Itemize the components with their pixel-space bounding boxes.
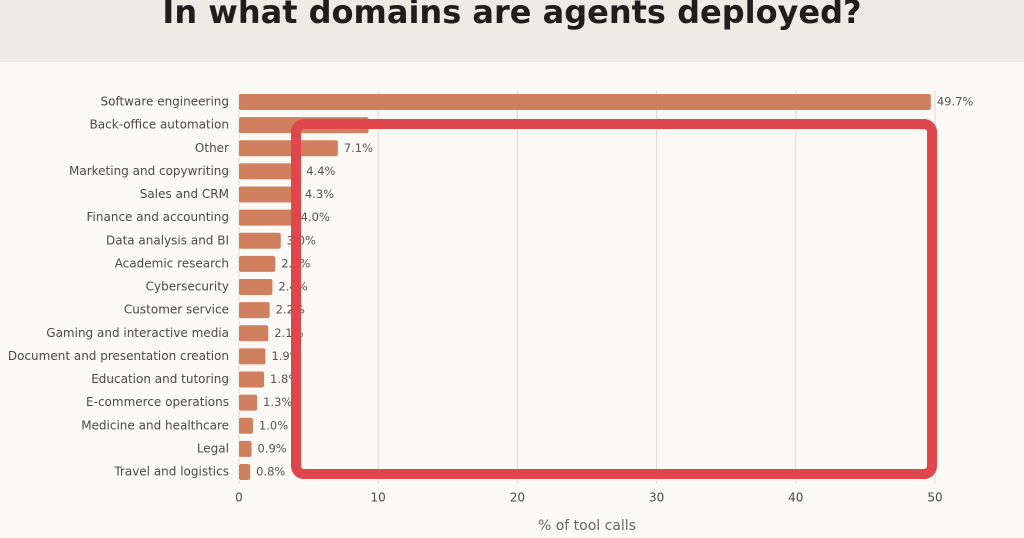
y-tick-label: Marketing and copywriting	[69, 164, 229, 178]
bar	[239, 255, 276, 272]
y-tick-label: Legal	[197, 441, 229, 455]
y-tick-label: Finance and accounting	[87, 210, 229, 224]
bar	[239, 279, 273, 295]
y-tick-label: Customer service	[124, 303, 229, 317]
y-tick-label: Back-office automation	[90, 118, 229, 132]
x-tick-label: 0	[235, 491, 243, 505]
chart-title: In what domains are agents deployed?	[162, 0, 861, 31]
y-tick-label: Sales and CRM	[140, 187, 229, 201]
bar	[239, 394, 258, 411]
y-tick-label: Data analysis and BI	[106, 233, 229, 247]
bar	[239, 440, 252, 457]
header-band	[0, 0, 1024, 62]
y-tick-label: E-commerce operations	[86, 395, 229, 409]
value-label: 4.0%	[301, 210, 330, 224]
value-label: 1.3%	[263, 395, 292, 409]
value-label: 49.7%	[937, 95, 974, 109]
value-label: 1.0%	[259, 418, 288, 432]
y-tick-label: Other	[195, 141, 229, 155]
x-tick-label: 20	[510, 491, 525, 505]
bar	[239, 140, 338, 157]
bar	[239, 348, 266, 365]
x-tick-label: 10	[371, 491, 386, 505]
value-label: 4.3%	[305, 187, 334, 201]
value-label: 7.1%	[344, 141, 373, 155]
bar	[239, 209, 295, 226]
bar	[239, 186, 299, 203]
y-tick-label: Academic research	[115, 256, 229, 270]
y-tick-label: Medicine and healthcare	[81, 418, 229, 432]
value-label: 0.9%	[258, 441, 287, 455]
y-tick-label: Gaming and interactive media	[46, 326, 229, 340]
y-tick-label: Education and tutoring	[91, 372, 229, 386]
x-tick-label: 30	[649, 491, 664, 505]
bar	[239, 417, 253, 434]
y-tick-label: Software engineering	[100, 95, 229, 109]
value-label: 0.8%	[256, 465, 285, 479]
x-axis-label: % of tool calls	[538, 518, 636, 534]
bar	[239, 232, 281, 249]
bar	[239, 325, 269, 342]
plot: 0 10 20 30 40 50 Software engineering 49.7% Back…	[8, 91, 974, 505]
y-tick-label: Cybersecurity	[146, 280, 229, 294]
bar	[239, 371, 265, 388]
x-tick-label: 50	[927, 491, 942, 505]
bar	[239, 94, 931, 110]
y-tick-label: Travel and logistics	[113, 465, 229, 479]
x-tick-label: 40	[788, 491, 803, 505]
highlight-box	[291, 119, 937, 479]
bar	[239, 302, 270, 319]
value-label: 4.4%	[306, 164, 335, 178]
bar	[239, 464, 251, 480]
bar	[239, 163, 301, 180]
y-tick-label: Document and presentation creation	[8, 349, 229, 363]
